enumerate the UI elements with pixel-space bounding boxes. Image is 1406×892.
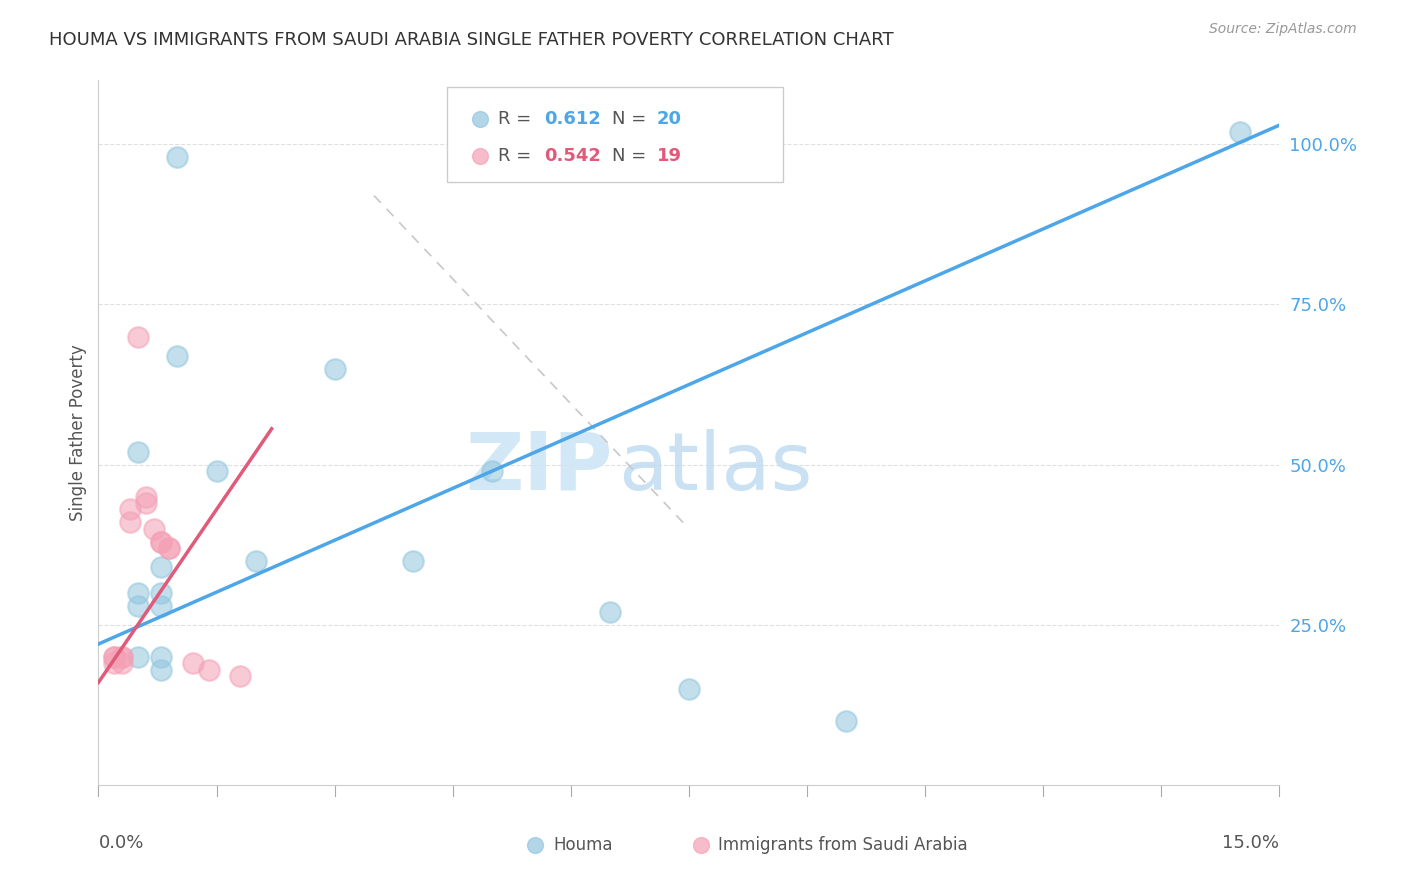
- Point: [323, 361, 346, 376]
- Point: [111, 657, 134, 671]
- Text: Houma: Houma: [553, 836, 613, 854]
- Text: Source: ZipAtlas.com: Source: ZipAtlas.com: [1209, 22, 1357, 37]
- FancyBboxPatch shape: [447, 87, 783, 183]
- Text: R =: R =: [498, 110, 537, 128]
- Text: 15.0%: 15.0%: [1222, 833, 1279, 852]
- Point: [135, 496, 157, 510]
- Point: [127, 586, 149, 600]
- Point: [402, 554, 425, 568]
- Point: [103, 649, 125, 664]
- Point: [205, 464, 228, 478]
- Point: [166, 349, 188, 363]
- Point: [150, 649, 173, 664]
- Text: N =: N =: [612, 110, 652, 128]
- Point: [481, 464, 503, 478]
- Point: [118, 516, 141, 530]
- Point: [157, 541, 180, 555]
- Text: N =: N =: [612, 147, 652, 165]
- Point: [599, 605, 621, 619]
- Point: [111, 649, 134, 664]
- Text: ZIP: ZIP: [465, 429, 612, 507]
- Point: [1229, 124, 1251, 138]
- Point: [150, 534, 173, 549]
- Point: [229, 669, 252, 683]
- Point: [103, 657, 125, 671]
- Point: [111, 649, 134, 664]
- Text: R =: R =: [498, 147, 537, 165]
- Y-axis label: Single Father Poverty: Single Father Poverty: [69, 344, 87, 521]
- Point: [678, 681, 700, 696]
- Point: [150, 560, 173, 574]
- Point: [157, 541, 180, 555]
- Point: [118, 502, 141, 516]
- Point: [142, 522, 165, 536]
- Text: atlas: atlas: [619, 429, 813, 507]
- Point: [245, 554, 267, 568]
- Text: HOUMA VS IMMIGRANTS FROM SAUDI ARABIA SINGLE FATHER POVERTY CORRELATION CHART: HOUMA VS IMMIGRANTS FROM SAUDI ARABIA SI…: [49, 31, 894, 49]
- Text: 19: 19: [657, 147, 682, 165]
- Point: [197, 663, 219, 677]
- Point: [835, 714, 858, 728]
- Point: [166, 150, 188, 164]
- Point: [103, 649, 125, 664]
- Text: 0.612: 0.612: [544, 110, 600, 128]
- Text: 0.542: 0.542: [544, 147, 600, 165]
- Point: [150, 534, 173, 549]
- Point: [150, 599, 173, 613]
- Point: [181, 657, 204, 671]
- Text: Immigrants from Saudi Arabia: Immigrants from Saudi Arabia: [718, 836, 969, 854]
- Point: [127, 445, 149, 459]
- Point: [127, 599, 149, 613]
- Point: [150, 663, 173, 677]
- Point: [127, 329, 149, 343]
- Point: [135, 490, 157, 504]
- Point: [150, 586, 173, 600]
- Text: 0.0%: 0.0%: [98, 833, 143, 852]
- Text: 20: 20: [657, 110, 682, 128]
- Point: [127, 649, 149, 664]
